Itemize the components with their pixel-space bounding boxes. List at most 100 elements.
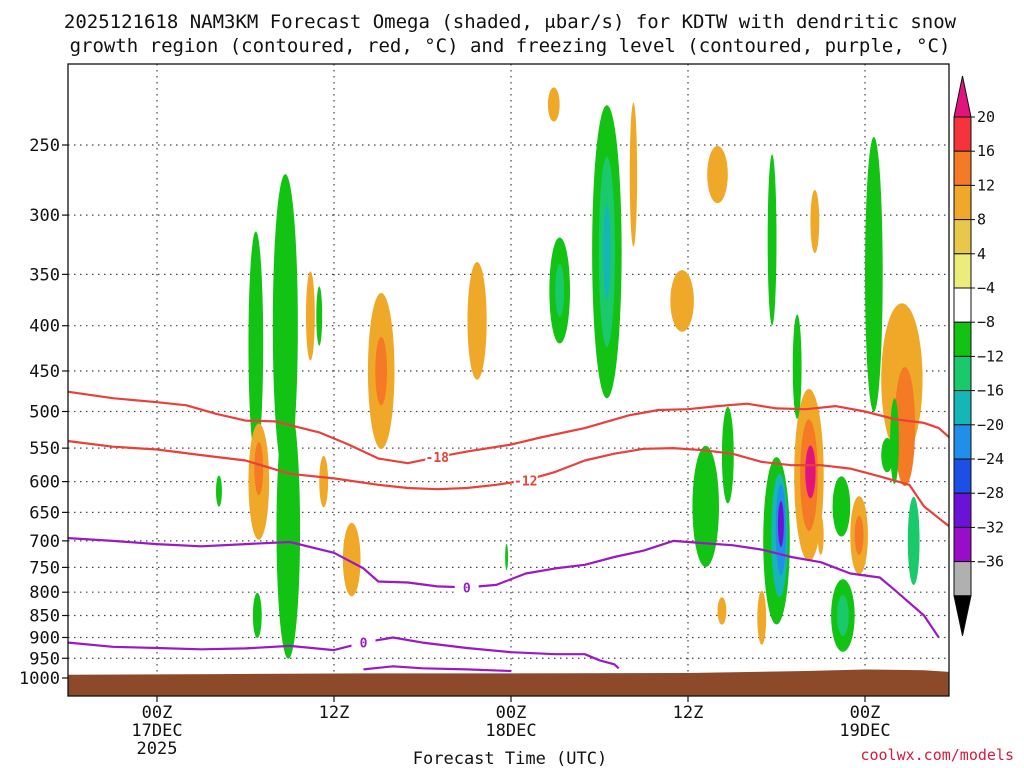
omega-rising-cell xyxy=(505,543,509,571)
colorbar-tick-label: 8 xyxy=(977,211,986,229)
omega-sinking-cell xyxy=(894,366,916,487)
omega-rising-cell xyxy=(721,406,734,504)
chart-title-line-2: growth region (contoured, red, °C) and f… xyxy=(70,35,951,57)
omega-rising-cell xyxy=(881,437,894,473)
omega-rising-cell xyxy=(865,136,883,412)
contour-label-bg xyxy=(425,449,450,465)
colorbar-tick-label: 20 xyxy=(977,108,995,126)
colorbar-tick-label: −8 xyxy=(977,313,995,331)
x-tick-label: 19DEC xyxy=(839,721,890,741)
y-tick-label: 950 xyxy=(29,649,60,669)
y-tick-label: 250 xyxy=(29,136,60,156)
colorbar-tick-label: −20 xyxy=(977,416,1004,434)
omega-rising-cell xyxy=(890,398,899,484)
colorbar-tick-label: −36 xyxy=(977,553,1004,571)
y-tick-label: 350 xyxy=(29,265,60,285)
contour-line xyxy=(68,537,940,639)
contour-labels: -18 -12 0 0 xyxy=(351,449,538,652)
omega-sinking-cell xyxy=(707,146,728,204)
omega-rising-cell xyxy=(276,400,301,659)
omega-sinking-cell xyxy=(805,445,816,499)
colorbar-swatch xyxy=(953,253,972,289)
omega-sinking-cell xyxy=(810,189,820,254)
omega-rising-cell xyxy=(777,501,784,548)
y-tick-label: 600 xyxy=(29,473,60,493)
omega-sinking-cell xyxy=(342,522,361,597)
omega-colorbar: 20 16 12 8 4 −4 −8 −12 −16 −20 −24 −28 −32 −36 xyxy=(953,75,1004,636)
contour-label-bg xyxy=(351,634,376,650)
colorbar-swatch xyxy=(953,321,972,357)
site-credit: coolwx.com/models xyxy=(860,746,1014,764)
colorbar-swatch xyxy=(953,458,972,494)
colorbar-tick-label: −28 xyxy=(977,484,1004,502)
y-tick-label: 650 xyxy=(29,503,60,523)
omega-sinking-cell xyxy=(670,270,694,332)
colorbar-swatch xyxy=(953,390,972,426)
colorbar-swatch xyxy=(953,355,972,392)
omega-rising-cell xyxy=(692,445,719,567)
colorbar-swatch xyxy=(953,219,972,255)
x-tick-label: 12Z xyxy=(319,703,350,723)
colorbar-swatch xyxy=(953,287,972,323)
colorbar-swatch xyxy=(953,492,972,528)
y-tick-label: 450 xyxy=(29,362,60,382)
omega-sinking-cell xyxy=(467,262,487,380)
x-tick-label: 00Z xyxy=(496,703,527,723)
omega-rising-cell xyxy=(555,264,565,317)
omega-rising-cell xyxy=(836,595,849,636)
y-tick-label: 550 xyxy=(29,439,60,459)
omega-sinking-cell xyxy=(305,271,315,361)
omega-rising-cell xyxy=(272,174,298,478)
omega-rising-cell xyxy=(832,476,851,537)
colorbar-tick-label: −4 xyxy=(977,279,995,297)
contour-line xyxy=(363,665,512,673)
colorbar-swatch xyxy=(953,561,972,597)
colorbar-tick-label: 16 xyxy=(977,142,995,160)
omega-sinking-cell xyxy=(757,590,767,645)
pressure-axis: 2503003504004505005506006507007508008509… xyxy=(19,136,68,689)
contour-label-bg xyxy=(513,472,538,488)
colorbar-tick-label: −12 xyxy=(977,347,1004,365)
omega-sinking-cell xyxy=(319,455,329,508)
colorbar-swatch xyxy=(953,424,972,460)
omega-sinking-cell xyxy=(717,597,727,625)
omega-sinking-cell xyxy=(254,442,264,496)
omega-sinking-cell xyxy=(854,515,864,555)
colorbar-swatch xyxy=(953,150,972,186)
omega-rising-cell xyxy=(767,154,777,326)
y-tick-label: 750 xyxy=(29,558,60,578)
contour-line xyxy=(68,390,949,465)
y-tick-label: 500 xyxy=(29,403,60,423)
x-tick-label: 2025 xyxy=(137,739,178,759)
y-tick-label: 800 xyxy=(29,583,60,603)
contour-label: -12 xyxy=(514,474,537,489)
y-tick-label: 1000 xyxy=(19,669,60,689)
contour-line xyxy=(68,636,620,670)
x-tick-label: 00Z xyxy=(850,703,881,723)
colorbar-swatch xyxy=(953,184,972,221)
colorbar-swatch xyxy=(953,116,972,152)
x-axis-label: Forecast Time (UTC) xyxy=(413,749,607,768)
omega-rising-cell xyxy=(603,204,611,299)
colorbar-top-arrow xyxy=(953,75,972,118)
contour-label: 0 xyxy=(463,581,471,596)
contour-label: -18 xyxy=(426,451,450,466)
y-tick-label: 400 xyxy=(29,317,60,337)
colorbar-bottom-arrow xyxy=(953,595,972,636)
ground-surface xyxy=(68,669,949,696)
omega-sinking-cell xyxy=(817,515,824,555)
grid-lines xyxy=(68,64,949,696)
contour-label: 0 xyxy=(360,637,368,652)
omega-rising-cell xyxy=(907,496,920,585)
omega-rising-cell xyxy=(216,475,222,507)
contour-label-bg xyxy=(454,579,479,595)
omega-shading xyxy=(68,87,949,696)
x-tick-label: 17DEC xyxy=(131,721,182,741)
x-tick-label: 00Z xyxy=(142,703,173,723)
x-tick-label: 12Z xyxy=(673,703,704,723)
y-tick-label: 900 xyxy=(29,628,60,648)
plot-frame xyxy=(67,63,950,697)
colorbar-swatch xyxy=(953,526,972,563)
y-tick-label: 300 xyxy=(29,206,60,226)
